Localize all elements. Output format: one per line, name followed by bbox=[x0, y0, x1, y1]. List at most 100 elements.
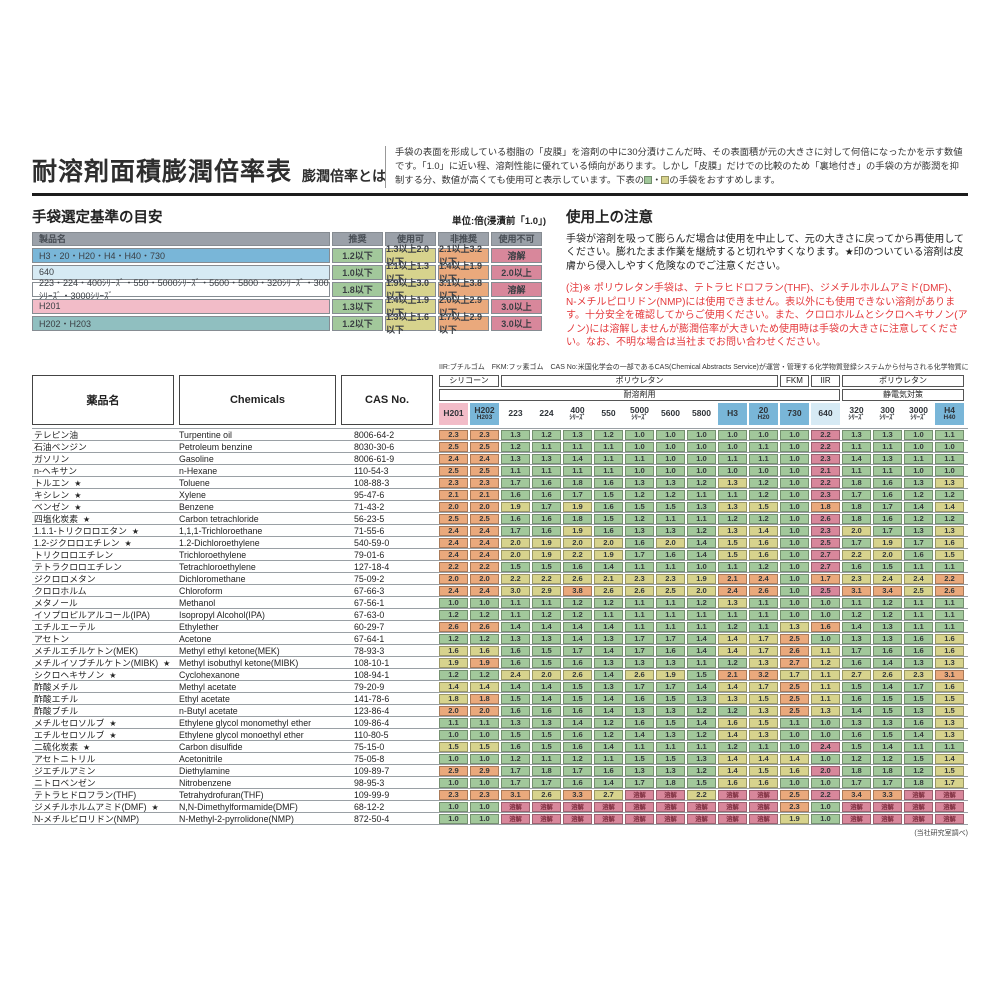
table-row: キシレン ★ Xylene 95-47-6 2.1 2.1 1.6 1.6 1.7 1.5 1.2 1… bbox=[32, 490, 968, 501]
swelling-value: 1.1 bbox=[656, 622, 685, 632]
swelling-value: 1.6 bbox=[532, 478, 561, 488]
swelling-value: 1.3 bbox=[873, 634, 902, 644]
swelling-value: 2.4 bbox=[811, 742, 840, 752]
notes-paragraph-black: 手袋が溶剤を吸って膨らんだ場合は使用を中止して、元の大きさに戻ってから再使用して… bbox=[566, 233, 964, 272]
swelling-value: 2.4 bbox=[749, 574, 778, 584]
swelling-value: 1.0 bbox=[780, 478, 809, 488]
swelling-value: 1.3 bbox=[749, 730, 778, 740]
cas-number: 56-23-5 bbox=[354, 513, 385, 524]
swelling-value: 1.0 bbox=[811, 634, 840, 644]
swelling-value: 1.5 bbox=[749, 718, 778, 728]
swelling-value: 2.5 bbox=[811, 586, 840, 596]
swelling-value: 1.2 bbox=[439, 634, 468, 644]
swelling-value: 1.1 bbox=[811, 694, 840, 704]
criteria-product-name: H3・20・H20・H4・H40・730 bbox=[32, 247, 330, 263]
swelling-value: 2.4 bbox=[439, 526, 468, 536]
swelling-value: 1.2 bbox=[563, 610, 592, 620]
swelling-value: 1.6 bbox=[439, 646, 468, 656]
swelling-value: 1.3 bbox=[656, 658, 685, 668]
swelling-value: 1.0 bbox=[470, 754, 499, 764]
swelling-value: 1.1 bbox=[563, 466, 592, 476]
swelling-value: 1.7 bbox=[842, 490, 871, 500]
swelling-value: 1.7 bbox=[563, 490, 592, 500]
column-header-730: 730 bbox=[780, 402, 809, 425]
skin-hazard-star-icon: ★ bbox=[109, 719, 117, 729]
swelling-value: 1.7 bbox=[501, 766, 530, 776]
swelling-value: 1.9 bbox=[563, 502, 592, 512]
swelling-value: 2.5 bbox=[470, 514, 499, 524]
swelling-value: 1.6 bbox=[501, 646, 530, 656]
swelling-value: 1.1 bbox=[439, 718, 468, 728]
value-cells: 2.4 2.4 2.0 1.9 2.2 1.9 1.7 1.6 1.4 1.5 1.6 1.0 2.7 2… bbox=[439, 550, 964, 560]
chemical-name-jp: エチルエーテル bbox=[34, 622, 96, 633]
swelling-value: 1.1 bbox=[749, 742, 778, 752]
criteria-row: H201 1.3以下 1.4以上1.9以下 2.0以上2.9以下 3.0以上 bbox=[32, 295, 546, 318]
swelling-value: 2.4 bbox=[501, 670, 530, 680]
swelling-value: 1.1 bbox=[904, 622, 933, 632]
swelling-value: 1.3 bbox=[594, 682, 623, 692]
swelling-value: 2.4 bbox=[439, 454, 468, 464]
notes-title: 使用上の注意 bbox=[566, 209, 653, 226]
swelling-value: 2.3 bbox=[904, 670, 933, 680]
swelling-value: 3.4 bbox=[873, 586, 902, 596]
swelling-value: 2.3 bbox=[625, 574, 654, 584]
cas-number: 108-10-1 bbox=[354, 657, 390, 668]
swelling-value: 1.1 bbox=[873, 442, 902, 452]
swelling-value: 1.1 bbox=[532, 754, 561, 764]
swelling-value: 2.6 bbox=[625, 670, 654, 680]
swelling-value: 2.3 bbox=[811, 490, 840, 500]
swelling-value: 1.0 bbox=[687, 466, 716, 476]
criteria-header-recommended: 推奨 bbox=[332, 231, 383, 246]
swelling-value: 2.1 bbox=[718, 670, 747, 680]
swelling-value: 1.5 bbox=[470, 742, 499, 752]
swelling-value: 1.3 bbox=[625, 658, 654, 668]
swelling-value: 1.3 bbox=[904, 526, 933, 536]
column-header-h4: H4 H40 bbox=[935, 402, 964, 425]
swelling-value: 1.4 bbox=[842, 454, 871, 464]
swelling-value: 1.1 bbox=[687, 658, 716, 668]
swelling-value: 1.5 bbox=[656, 502, 685, 512]
chemical-name-en: Ethylene glycol monomethyl ether bbox=[179, 717, 312, 728]
swelling-value: 2.2 bbox=[501, 574, 530, 584]
material-group-label: ポリウレタン bbox=[842, 374, 964, 387]
criteria-value: 溶解 bbox=[491, 247, 542, 263]
value-cells: 2.3 2.3 1.7 1.6 1.8 1.6 1.3 1.3 1.2 1.3 1.2 1.0 2.2 1… bbox=[439, 478, 964, 488]
chemical-name-jp: アセトニトリル bbox=[34, 754, 96, 765]
swelling-value: 1.5 bbox=[532, 730, 561, 740]
swelling-value: 1.0 bbox=[780, 562, 809, 572]
value-cells: 1.8 1.8 1.5 1.4 1.5 1.4 1.6 1.5 1.3 1.3 1.5 2.5 1.1 1… bbox=[439, 694, 964, 704]
column-header-550: 550 bbox=[594, 402, 623, 425]
swelling-value: 1.2 bbox=[811, 658, 840, 668]
swelling-value: 溶解 bbox=[687, 802, 716, 812]
criteria-value: 2.0以上 bbox=[491, 264, 542, 280]
chemical-name-jp: ジクロロメタン bbox=[34, 574, 96, 585]
description-main: 手袋の表面を形成している樹脂の「皮膜」を溶剤の中に30分漬けこんだ時、その表面積… bbox=[395, 147, 963, 185]
swelling-value: 1.5 bbox=[625, 754, 654, 764]
value-cells: 1.5 1.5 1.6 1.5 1.6 1.4 1.1 1.1 1.1 1.2 1.1 1.0 2.4 1… bbox=[439, 742, 964, 752]
chemical-name-en: Methyl isobuthyl ketone(MIBK) bbox=[179, 657, 299, 668]
swelling-value: 3.1 bbox=[842, 586, 871, 596]
swelling-value: 1.7 bbox=[656, 634, 685, 644]
page-subtitle: 膨潤倍率とは bbox=[302, 167, 387, 184]
swelling-value: 溶解 bbox=[656, 790, 685, 800]
swelling-value: 1.5 bbox=[873, 694, 902, 704]
swelling-value: 1.6 bbox=[532, 526, 561, 536]
swelling-value: 1.2 bbox=[501, 754, 530, 764]
column-header-20: 20 H20 bbox=[749, 402, 778, 425]
swelling-value: 1.3 bbox=[718, 502, 747, 512]
swelling-value: 1.3 bbox=[656, 478, 685, 488]
swelling-value: 1.6 bbox=[935, 682, 964, 692]
column-label-line2: ｼﾘｰｽﾞ bbox=[910, 413, 927, 421]
swelling-value: 2.3 bbox=[811, 526, 840, 536]
swelling-value: 1.0 bbox=[470, 730, 499, 740]
column-label: 400 bbox=[570, 404, 585, 415]
criteria-row: 640 1.0以下 1.1以上1.3以下 1.4以上1.9以下 2.0以上 bbox=[32, 261, 546, 284]
swelling-value: 1.7 bbox=[904, 538, 933, 548]
chemical-name-en: n-Hexane bbox=[179, 465, 218, 476]
chemical-name-jp: トルエン ★ bbox=[34, 478, 82, 489]
chemical-name-en: Cyclohexanone bbox=[179, 669, 240, 680]
swelling-value: 1.9 bbox=[439, 658, 468, 668]
swelling-value: 1.4 bbox=[563, 622, 592, 632]
swelling-value: 2.2 bbox=[811, 790, 840, 800]
swelling-value: 1.0 bbox=[718, 466, 747, 476]
